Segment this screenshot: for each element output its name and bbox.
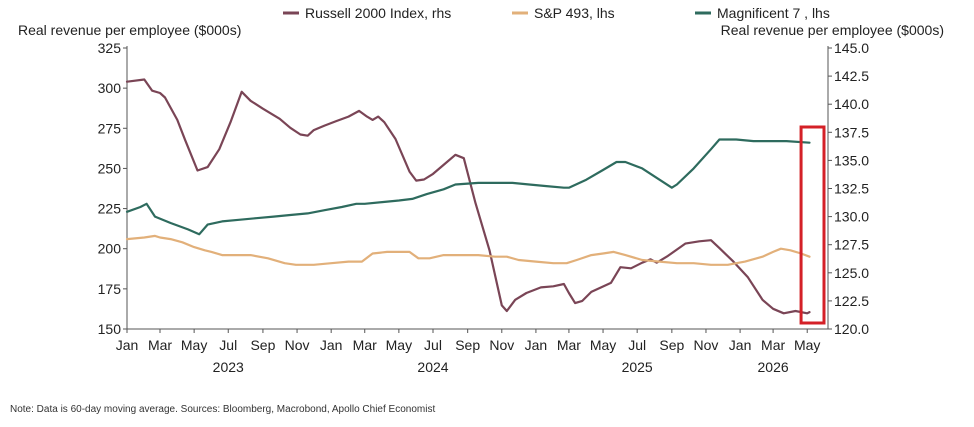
right-tick-label: 122.5 bbox=[834, 293, 869, 309]
x-tick-label: May bbox=[386, 337, 412, 353]
legend-label: Magnificent 7 , lhs bbox=[717, 5, 830, 21]
legend-label: S&P 493, lhs bbox=[534, 5, 615, 21]
left-tick-label: 175 bbox=[98, 281, 122, 297]
right-tick-label: 130.0 bbox=[834, 209, 869, 225]
series-line-magnificent-7-lhs bbox=[125, 138, 811, 236]
year-label: 2023 bbox=[213, 359, 244, 375]
x-tick-label: Jan bbox=[116, 337, 139, 353]
x-tick-label: Nov bbox=[285, 337, 310, 353]
legend-label: Russell 2000 Index, rhs bbox=[305, 5, 451, 21]
x-tick-label: Jul bbox=[628, 337, 646, 353]
source-note: Note: Data is 60-day moving average. Sou… bbox=[10, 404, 436, 415]
series-line-s-p-493-lhs bbox=[125, 234, 811, 266]
x-tick-label: Mar bbox=[557, 337, 581, 353]
left-tick-label: 200 bbox=[98, 241, 122, 257]
left-tick-label: 150 bbox=[98, 321, 122, 337]
series-line-russell-2000-index-rhs bbox=[125, 78, 811, 315]
left-axis-title: Real revenue per employee ($000s) bbox=[18, 22, 241, 38]
right-axis-title: Real revenue per employee ($000s) bbox=[721, 22, 944, 38]
x-tick-label: Sep bbox=[455, 337, 480, 353]
legend: Russell 2000 Index, rhs S&P 493, lhs Magni… bbox=[283, 5, 830, 21]
right-tick-label: 140.0 bbox=[834, 96, 869, 112]
left-tick-label: 275 bbox=[98, 120, 122, 136]
plot-area: 150 175 200 225 250 275 300 325 120.0 122.5 125.0 1… bbox=[98, 40, 870, 375]
x-tick-label: Nov bbox=[694, 337, 719, 353]
right-tick-label: 127.5 bbox=[834, 237, 869, 253]
x-tick-label: Jan bbox=[729, 337, 752, 353]
left-tick-label: 300 bbox=[98, 80, 122, 96]
right-tick-label: 132.5 bbox=[834, 181, 869, 197]
right-tick-label: 135.0 bbox=[834, 152, 869, 168]
x-tick-label: Mar bbox=[148, 337, 172, 353]
x-tick-label: Jan bbox=[320, 337, 343, 353]
x-tick-label: Mar bbox=[353, 337, 377, 353]
left-tick-label: 250 bbox=[98, 160, 122, 176]
x-tick-label: Mar bbox=[761, 337, 785, 353]
right-tick-label: 120.0 bbox=[834, 321, 869, 337]
x-tick-label: May bbox=[794, 337, 820, 353]
year-label: 2025 bbox=[622, 359, 653, 375]
right-tick-label: 145.0 bbox=[834, 40, 869, 56]
year-label: 2024 bbox=[417, 359, 448, 375]
x-tick-label: Nov bbox=[489, 337, 514, 353]
x-tick-label: May bbox=[181, 337, 207, 353]
x-tick-label: Sep bbox=[659, 337, 684, 353]
x-tick-label: May bbox=[590, 337, 616, 353]
x-tick-label: Jul bbox=[424, 337, 442, 353]
x-tick-label: Sep bbox=[250, 337, 275, 353]
x-tick-label: Jan bbox=[525, 337, 548, 353]
right-tick-label: 142.5 bbox=[834, 68, 869, 84]
year-label: 2026 bbox=[758, 359, 789, 375]
left-tick-label: 325 bbox=[98, 40, 122, 56]
highlight-box bbox=[799, 125, 826, 325]
x-tick-label: Jul bbox=[219, 337, 237, 353]
line-chart: Real revenue per employee ($000s) Real r… bbox=[18, 5, 944, 375]
left-tick-label: 225 bbox=[98, 201, 122, 217]
right-tick-label: 125.0 bbox=[834, 265, 869, 281]
right-tick-label: 137.5 bbox=[834, 124, 869, 140]
